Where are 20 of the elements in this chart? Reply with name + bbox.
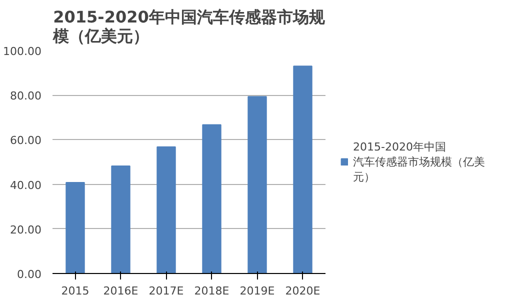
bar bbox=[66, 182, 85, 274]
y-tick-label: 20.00 bbox=[10, 223, 42, 236]
x-tick-label: 2015 bbox=[61, 284, 90, 298]
bar bbox=[202, 124, 222, 274]
x-tick-label: 2018E bbox=[194, 284, 230, 298]
bar bbox=[156, 146, 176, 274]
bar bbox=[248, 96, 267, 274]
y-tick-label: 60.00 bbox=[10, 134, 42, 148]
bar bbox=[111, 166, 130, 274]
x-tick-label: 2016E bbox=[103, 284, 138, 298]
x-tick-label: 2020E bbox=[285, 284, 320, 298]
y-tick-label: 80.00 bbox=[10, 90, 42, 103]
legend-label: 2015-2020年中国汽车传感器市场规模（亿美元） bbox=[353, 139, 485, 184]
bar bbox=[293, 66, 312, 274]
y-tick-label: 0.00 bbox=[17, 268, 42, 281]
y-tick-label: 40.00 bbox=[10, 178, 42, 192]
x-tick-label: 2019E bbox=[240, 284, 275, 298]
chart-title: 2015-2020年中国汽车传感器市场规模（亿美元） bbox=[52, 8, 326, 46]
y-tick-label: 100.00 bbox=[3, 45, 42, 58]
x-tick-label: 2017E bbox=[148, 284, 184, 298]
